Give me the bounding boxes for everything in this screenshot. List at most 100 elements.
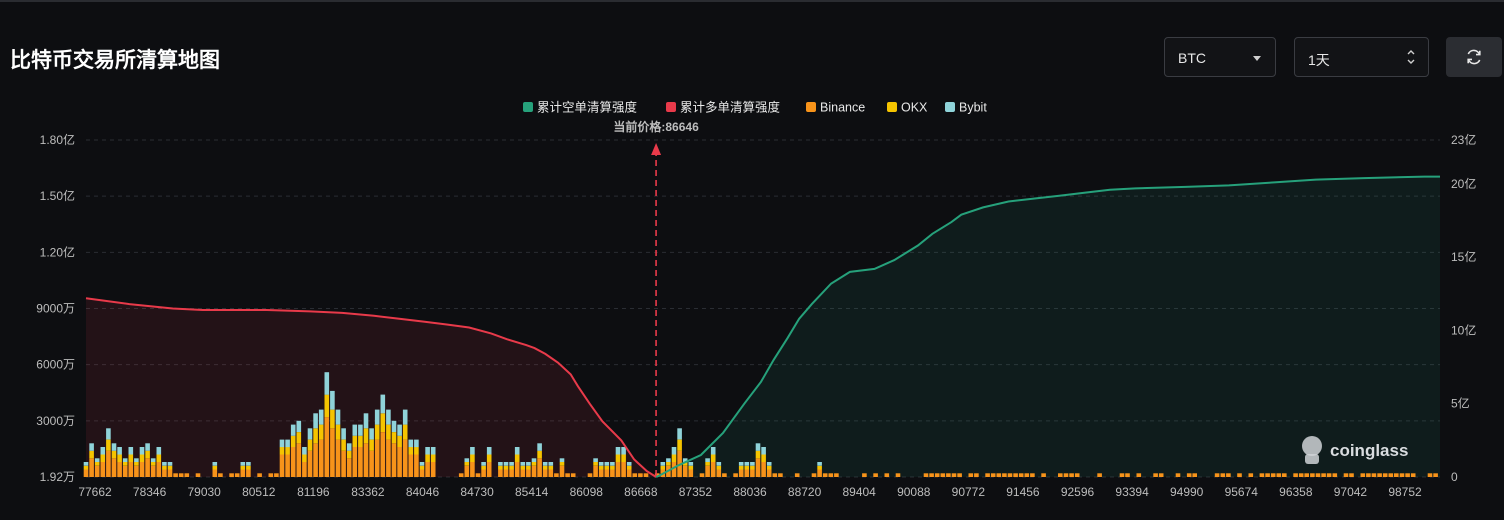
- bar-okx: [162, 465, 167, 470]
- bar-bybit: [386, 409, 391, 425]
- bar-bybit: [89, 443, 94, 451]
- bar-bybit: [134, 458, 139, 462]
- bar-binance: [570, 473, 576, 477]
- bar-binance: [822, 473, 828, 477]
- range-select[interactable]: 1天: [1294, 37, 1429, 77]
- bar-binance: [531, 465, 537, 477]
- bar-okx: [212, 465, 218, 470]
- bar-binance: [145, 458, 150, 477]
- bar-binance: [1382, 473, 1388, 477]
- bar-binance: [1030, 473, 1035, 477]
- bar-binance: [1097, 473, 1102, 477]
- bar-okx: [167, 465, 173, 470]
- bar-binance: [313, 443, 318, 477]
- bar-bybit: [750, 462, 755, 466]
- bar-bybit: [285, 439, 290, 448]
- bar-binance: [111, 458, 117, 477]
- legend-swatch: [887, 102, 897, 112]
- bar-okx: [419, 465, 425, 470]
- bar-okx: [397, 435, 402, 447]
- bar-okx: [531, 462, 537, 466]
- bar-binance: [946, 473, 951, 477]
- bar-binance: [951, 473, 957, 477]
- caret-down-icon: [1253, 56, 1261, 61]
- bar-bybit: [408, 439, 414, 448]
- bar-okx: [542, 465, 548, 470]
- bar-bybit: [604, 462, 610, 466]
- bar-bybit: [128, 447, 134, 455]
- bar-bybit: [307, 428, 313, 440]
- bar-binance: [1298, 473, 1304, 477]
- watermark: coinglass: [1302, 436, 1408, 464]
- current-price-label: 当前价格:86646: [613, 119, 699, 134]
- bar-bybit: [738, 462, 744, 466]
- bar-binance: [1293, 473, 1298, 477]
- legend-swatch: [523, 102, 533, 112]
- bar-bybit: [761, 447, 766, 455]
- bar-bybit: [503, 462, 509, 466]
- bar-okx: [688, 465, 694, 470]
- bar-okx: [514, 454, 520, 462]
- bar-binance: [352, 447, 358, 477]
- bar-binance: [1136, 473, 1142, 477]
- bar-binance: [397, 447, 402, 477]
- bar-okx: [598, 465, 604, 470]
- left-axis: 1.92万 3000万 6000万 9000万 1.20亿 1.50亿 1.80亿: [36, 132, 75, 484]
- bar-binance: [156, 462, 162, 477]
- x-axis-tick: 92596: [1061, 485, 1095, 499]
- bar-binance: [682, 465, 688, 477]
- bar-bybit: [279, 439, 285, 448]
- bar-bybit: [621, 447, 626, 455]
- bar-binance: [671, 462, 677, 477]
- bar-binance: [369, 450, 374, 477]
- x-axis-tick: 96358: [1279, 485, 1313, 499]
- bar-bybit: [83, 462, 89, 466]
- bar-binance: [1119, 473, 1125, 477]
- bar-binance: [1007, 473, 1013, 477]
- x-axis-tick: 86668: [624, 485, 658, 499]
- left-axis-tick: 1.20亿: [40, 244, 75, 259]
- bar-binance: [470, 462, 475, 477]
- bar-bybit: [626, 462, 632, 466]
- bar-bybit: [246, 462, 251, 466]
- bar-binance: [1310, 473, 1315, 477]
- bar-okx: [660, 465, 666, 470]
- bar-okx: [526, 465, 531, 470]
- bar-binance: [430, 462, 436, 477]
- bar-okx: [330, 409, 335, 429]
- left-axis-tick: 3000万: [36, 414, 75, 428]
- bar-binance: [1282, 473, 1287, 477]
- bar-binance: [195, 473, 201, 477]
- bar-binance: [957, 473, 962, 477]
- bar-binance: [257, 473, 262, 477]
- bar-bybit: [346, 443, 352, 451]
- bar-binance: [94, 465, 100, 477]
- bar-okx: [481, 465, 486, 470]
- coin-select[interactable]: BTC: [1164, 37, 1276, 77]
- bar-binance: [509, 469, 514, 477]
- bar-binance: [173, 473, 178, 477]
- bar-binance: [1332, 473, 1338, 477]
- bar-binance: [514, 462, 520, 477]
- bar-binance: [106, 450, 111, 477]
- bar-okx: [682, 462, 688, 466]
- bar-binance: [537, 458, 542, 477]
- refresh-button[interactable]: [1446, 37, 1502, 77]
- bar-binance: [817, 469, 822, 477]
- bar-binance: [1270, 473, 1276, 477]
- bar-binance: [1433, 473, 1438, 477]
- bar-binance: [1248, 473, 1254, 477]
- bar-bybit: [481, 462, 486, 466]
- bar-binance: [654, 473, 660, 477]
- bar-bybit: [419, 462, 425, 466]
- bar-okx: [414, 447, 419, 455]
- bar-binance: [940, 473, 946, 477]
- bar-binance: [761, 462, 766, 477]
- bar-binance: [828, 473, 834, 477]
- bar-okx: [503, 465, 509, 470]
- bar-binance: [542, 469, 548, 477]
- bar-bybit: [111, 443, 117, 451]
- x-axis-tick: 85414: [515, 485, 549, 499]
- bar-okx: [313, 428, 318, 444]
